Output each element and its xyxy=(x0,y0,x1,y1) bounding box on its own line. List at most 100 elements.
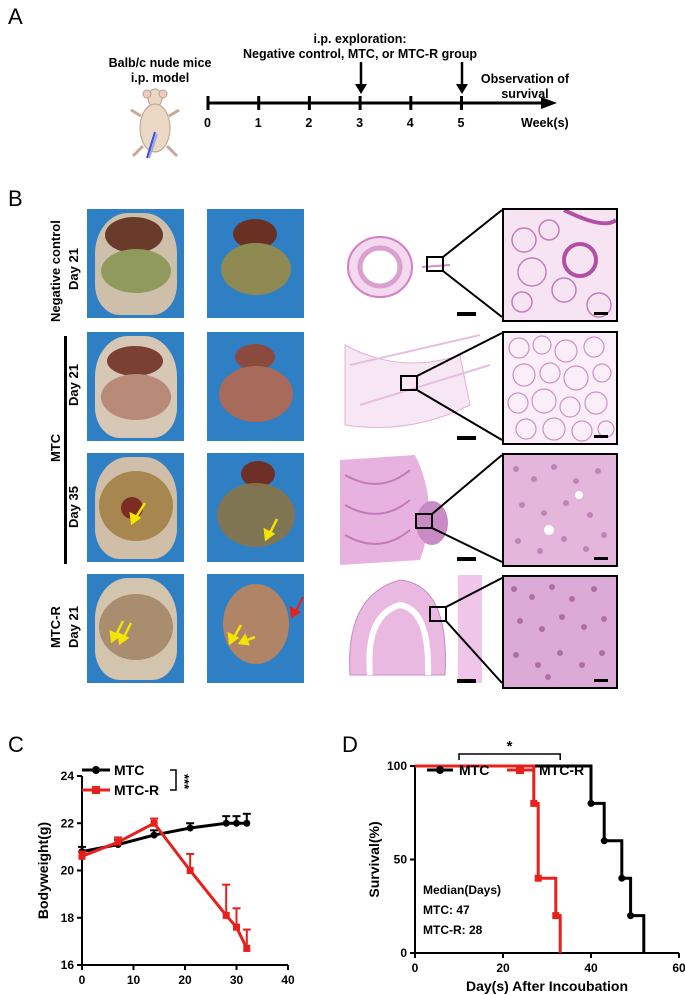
timeline xyxy=(206,62,557,110)
panel-label-a: A xyxy=(8,4,23,29)
x-tick-label: 20 xyxy=(496,961,510,975)
median-annotation-line: MTC: 47 xyxy=(423,903,470,917)
mouse-model-label: Balb/c nude mice i.p. model xyxy=(100,56,220,86)
censor-point-MTC xyxy=(600,837,608,845)
histology-zoom-negative xyxy=(502,208,618,322)
survival-curve-MTC xyxy=(415,764,646,953)
significance-bracket xyxy=(458,753,561,760)
x-tick-label: 40 xyxy=(584,961,598,975)
photo-intestine-mtc-day35 xyxy=(207,453,304,562)
y-tick-label: 100 xyxy=(387,759,407,773)
significance-marker: *** xyxy=(177,774,192,790)
mtc-bracket-line xyxy=(64,336,67,564)
legend-marker xyxy=(92,766,100,774)
data-point-MTC xyxy=(222,819,230,827)
tumor-arrows xyxy=(109,502,304,646)
scale-bar-zoom-1 xyxy=(594,312,608,315)
data-point-MTC-R xyxy=(222,911,230,919)
x-axis-label: Day(s) After Incoubation xyxy=(466,978,628,994)
row-label-neg-line1: Negative control xyxy=(48,220,63,322)
event1-label: i.p. exploration: Negative control, MTC,… xyxy=(240,32,480,62)
histology-low-mag xyxy=(340,209,503,684)
row-label-negative-day21: Day 21 xyxy=(66,248,81,290)
scale-bar-1 xyxy=(457,312,476,316)
photo-abdomen-mtc-day21 xyxy=(87,332,184,441)
data-point-MTC xyxy=(243,819,251,827)
event2-line1: Observation of xyxy=(480,72,570,86)
data-point-MTC-R xyxy=(150,819,158,827)
panel-label-c: C xyxy=(8,732,24,757)
event1-line1: i.p. exploration: xyxy=(313,32,407,46)
y-tick-label: 20 xyxy=(61,864,75,878)
legend-marker xyxy=(516,766,524,774)
censor-point-MTC-R xyxy=(552,912,560,920)
timeline-unit: Week(s) xyxy=(521,116,569,130)
event1-line2: Negative control, MTC, or MTC-R group xyxy=(242,47,478,61)
photo-intestine-mtcr-day21 xyxy=(207,574,304,683)
censor-point-MTC xyxy=(618,874,626,882)
timeline-tick-label-4: 4 xyxy=(406,116,414,130)
x-tick-label: 0 xyxy=(412,961,419,975)
row-label-mtcr: MTC-R xyxy=(48,606,63,648)
x-tick-label: 20 xyxy=(178,973,192,987)
scale-bar-zoom-2 xyxy=(594,435,608,438)
y-axis-label: Survival(%) xyxy=(366,821,382,897)
censor-point-MTC xyxy=(587,799,595,807)
scale-bar-3 xyxy=(457,557,476,561)
row-label-mtc-day35: Day 35 xyxy=(66,486,81,528)
photo-abdomen-mtc-day35 xyxy=(87,453,184,562)
legend-label-MTC-R: MTC-R xyxy=(114,782,159,798)
y-tick-label: 50 xyxy=(394,853,408,867)
photo-abdomen-negative xyxy=(87,209,184,318)
timeline-tick-label-3: 3 xyxy=(356,116,364,130)
censor-point-MTC xyxy=(627,912,635,920)
data-point-MTC-R xyxy=(186,867,194,874)
data-point-MTC xyxy=(150,831,158,839)
scale-bar-zoom-3 xyxy=(594,557,608,560)
histology-zoom-mtc-day35 xyxy=(502,453,618,567)
censor-point-MTC-R xyxy=(530,799,538,807)
histology-zoom-mtc-day21 xyxy=(502,331,618,445)
row-label-mtc-group: MTC xyxy=(48,433,63,462)
censor-point-MTC-R xyxy=(534,874,542,882)
data-point-MTC xyxy=(233,819,240,827)
significance-marker: * xyxy=(507,740,513,755)
x-tick-label: 10 xyxy=(127,973,141,987)
x-axis-label: Day(s) After Inoculation xyxy=(106,992,263,995)
data-point-MTC xyxy=(186,824,194,832)
median-annotation-line: Median(Days) xyxy=(423,883,501,897)
x-tick-label: 40 xyxy=(281,973,295,987)
photo-intestine-negative xyxy=(207,209,304,318)
y-axis-label: Bodyweight(g) xyxy=(35,822,51,919)
mouse-model-line2: i.p. model xyxy=(130,71,190,85)
scale-bar-4 xyxy=(457,679,476,683)
legend-marker xyxy=(92,786,100,794)
x-tick-label: 60 xyxy=(672,961,685,975)
legend-label-MTC-R: MTC-R xyxy=(539,762,584,778)
y-tick-label: 16 xyxy=(61,958,75,972)
y-tick-label: 24 xyxy=(61,769,75,783)
mouse-model-line1: Balb/c nude mice xyxy=(108,56,212,70)
timeline-tick-label-1: 1 xyxy=(254,116,262,130)
median-annotation-line: MTC-R: 28 xyxy=(423,923,483,937)
timeline-tick-label-2: 2 xyxy=(305,116,313,130)
legend-label-MTC: MTC xyxy=(459,762,489,778)
legend-marker xyxy=(436,766,444,774)
mouse-illustration xyxy=(130,88,180,159)
significance-bracket xyxy=(170,769,177,791)
timeline-tick-label-0: 0 xyxy=(204,116,211,130)
scale-bar-zoom-4 xyxy=(594,679,608,682)
data-point-MTC-R xyxy=(114,838,122,846)
panel-label-d: D xyxy=(342,732,358,757)
timeline-tick-label-5: 5 xyxy=(457,116,465,130)
event2-label: Observation of survival xyxy=(470,72,580,102)
x-tick-label: 30 xyxy=(230,973,244,987)
row-label-mtcr-day21: Day 21 xyxy=(66,606,81,648)
y-tick-label: 18 xyxy=(61,911,75,925)
y-tick-label: 0 xyxy=(400,946,407,960)
y-tick-label: 22 xyxy=(61,816,75,830)
x-tick-label: 0 xyxy=(79,973,86,987)
series-line-MTC-R xyxy=(81,821,249,950)
photo-abdomen-mtcr-day21 xyxy=(87,574,184,683)
chart-bodyweight: 0 10 20 30 40 16 18 20 22 24 Day(s) After Inoculat… xyxy=(35,762,295,995)
